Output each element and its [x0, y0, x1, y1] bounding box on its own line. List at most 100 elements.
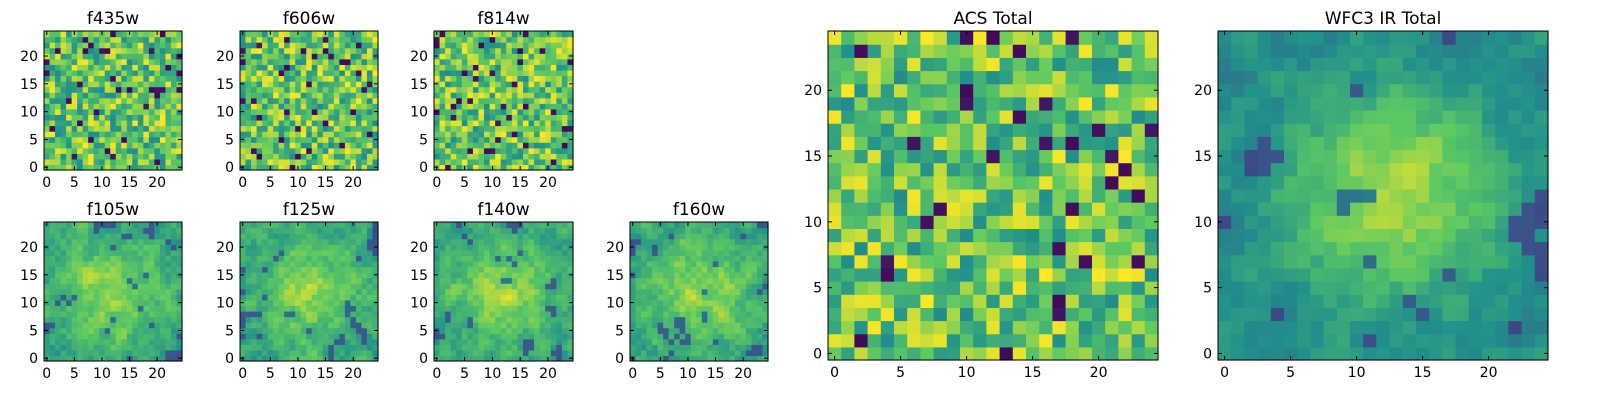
heatmap-cell	[685, 260, 692, 268]
heatmap-cell	[262, 327, 269, 334]
heatmap-cell	[489, 136, 496, 143]
heatmap-cell	[630, 249, 637, 256]
heatmap-cell	[240, 349, 247, 357]
heatmap-cell	[66, 119, 73, 127]
heatmap-cell	[328, 260, 335, 268]
heatmap-cell	[854, 175, 869, 190]
heatmap-cell	[561, 119, 569, 127]
heatmap-cell	[550, 97, 557, 104]
heatmap-cell	[126, 238, 133, 245]
heatmap-cell	[176, 294, 183, 301]
heatmap-cell	[484, 36, 491, 43]
heatmap-cell	[148, 131, 155, 138]
heatmap-cell	[652, 288, 659, 295]
heatmap-cell	[718, 238, 725, 245]
heatmap-cell	[256, 260, 263, 268]
heatmap-cell	[663, 299, 670, 306]
heatmap-cell	[550, 53, 557, 60]
heatmap-cell	[148, 355, 155, 362]
heatmap-cell	[44, 153, 51, 160]
heatmap-cell	[344, 233, 351, 240]
heatmap-cell	[539, 272, 546, 279]
heatmap-cell	[245, 58, 252, 65]
heatmap-cell	[567, 36, 574, 43]
heatmap-cell	[245, 322, 252, 329]
heatmap-cell	[556, 92, 563, 99]
heatmap-cell	[745, 310, 753, 318]
heatmap-cell	[77, 244, 84, 251]
heatmap-cell	[489, 42, 496, 49]
heatmap-cell	[478, 31, 485, 38]
heatmap-cell	[99, 338, 106, 345]
heatmap-cell	[696, 310, 703, 318]
heatmap-cell	[495, 103, 502, 110]
heatmap-cell	[295, 299, 302, 306]
heatmap-cell	[522, 299, 530, 306]
heatmap-cell	[361, 114, 368, 121]
heatmap-cell	[328, 136, 335, 143]
heatmap-cell	[256, 333, 263, 340]
heatmap-cell	[734, 344, 741, 351]
heatmap-cell	[132, 92, 139, 99]
heatmap-cell	[88, 288, 95, 295]
x-tick-label: 10	[93, 366, 111, 382]
heatmap-cell	[751, 222, 758, 229]
heatmap-cell	[674, 255, 681, 262]
heatmap-cell	[121, 103, 128, 110]
heatmap-cell	[328, 164, 335, 171]
heatmap-cell	[121, 244, 128, 251]
heatmap-cell	[66, 299, 73, 306]
heatmap-cell	[500, 125, 507, 132]
heatmap-cell	[93, 327, 100, 334]
heatmap-cell	[1105, 241, 1119, 256]
heatmap-cell	[60, 42, 67, 49]
heatmap-cell	[484, 305, 491, 312]
heatmap-cell	[920, 254, 935, 269]
heatmap-cell	[434, 47, 441, 54]
heatmap-cell	[522, 272, 530, 279]
heatmap-cell	[99, 92, 106, 99]
heatmap-cell	[88, 103, 95, 110]
heatmap-cell	[273, 333, 280, 340]
heatmap-cell	[300, 47, 307, 54]
heatmap-cell	[506, 283, 513, 290]
heatmap-cell	[251, 222, 258, 229]
heatmap-cell	[745, 238, 753, 245]
heatmap-cell	[828, 228, 842, 243]
heatmap-cell	[71, 266, 78, 273]
heatmap-cell	[126, 255, 133, 262]
heatmap-cell	[472, 158, 480, 166]
heatmap-cell	[344, 86, 351, 93]
heatmap-cell	[500, 266, 507, 273]
heatmap-cell	[528, 288, 535, 295]
heatmap-cell	[278, 158, 285, 166]
heatmap-cell	[115, 266, 122, 273]
heatmap-cell	[696, 249, 703, 256]
heatmap-cell	[434, 294, 441, 301]
heatmap-cell	[712, 260, 719, 268]
heatmap-cell	[674, 294, 681, 301]
heatmap-cell	[176, 349, 183, 357]
heatmap-cell	[495, 277, 502, 284]
heatmap-cell	[278, 75, 285, 82]
heatmap-cell	[528, 277, 535, 284]
heatmap-cell	[567, 92, 574, 99]
heatmap-cell	[284, 69, 291, 77]
heatmap-cell	[110, 103, 117, 110]
heatmap-cell	[500, 294, 507, 301]
heatmap-cell	[635, 344, 642, 351]
heatmap-cell	[115, 153, 122, 160]
heatmap-cell	[66, 147, 73, 154]
heatmap-cell	[445, 164, 452, 171]
heatmap-cell	[295, 238, 302, 245]
heatmap-cell	[273, 31, 280, 38]
heatmap-cell	[734, 222, 741, 229]
heatmap-cell	[165, 238, 172, 245]
heatmap-cell	[484, 277, 491, 284]
heatmap-cell	[132, 222, 139, 229]
heatmap-cell	[148, 249, 155, 256]
heatmap-cell	[1105, 267, 1119, 282]
heatmap-cell	[60, 69, 67, 77]
heatmap-cell	[740, 316, 747, 323]
heatmap-cell	[489, 260, 496, 268]
